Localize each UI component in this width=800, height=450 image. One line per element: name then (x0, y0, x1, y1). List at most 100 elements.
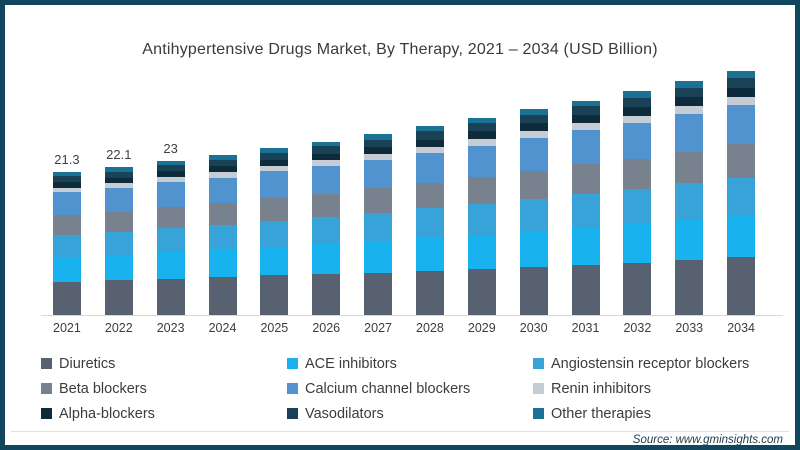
legend-label: Vasodilators (305, 405, 384, 422)
bar-segment (571, 130, 600, 165)
bar-segment (415, 126, 444, 132)
legend-label: ACE inhibitors (305, 355, 397, 372)
bar-segment (675, 81, 704, 88)
stacked-bar (415, 126, 444, 315)
bar-segment (727, 77, 756, 88)
bar-segment (156, 207, 185, 228)
stacked-bar (208, 154, 237, 315)
bar-column (352, 65, 404, 315)
bar-segment (519, 131, 548, 139)
x-axis-label: 2034 (727, 321, 755, 335)
bar-segment (52, 182, 81, 188)
bar-segment (208, 249, 237, 278)
bar-segment (467, 145, 496, 178)
stacked-bar (260, 148, 289, 315)
x-axis-label: 2027 (364, 321, 392, 335)
bar-segment (571, 100, 600, 107)
x-axis-label: 2021 (53, 321, 81, 335)
bar-segment (104, 183, 133, 189)
chart-title: Antihypertensive Drugs Market, By Therap… (142, 41, 658, 58)
bar-segment (208, 154, 237, 160)
bar-segment (415, 146, 444, 153)
bar-segment (571, 193, 600, 228)
legend-label: Angiostensin receptor blockers (551, 355, 750, 372)
bar-segment (467, 131, 496, 139)
legend-label: Alpha-blockers (59, 405, 155, 422)
bar-segment (727, 105, 756, 145)
bar-segment (623, 262, 652, 315)
stacked-bar (675, 81, 704, 315)
bar-segment (364, 139, 393, 147)
bar-segment (415, 183, 444, 209)
bar-segment (260, 148, 289, 153)
x-axis-label: 2025 (260, 321, 289, 335)
bar-segment (104, 280, 133, 315)
bar-segment (675, 97, 704, 106)
x-axis-label: 2030 (519, 321, 548, 335)
bar-segment (571, 227, 600, 265)
legend-swatch-icon (533, 358, 544, 369)
bar-segment (52, 176, 81, 183)
bar-segment (104, 231, 133, 255)
legend-item: Angiostensin receptor blockers (533, 356, 779, 372)
bar-column: 22.1 (93, 65, 145, 315)
bar-segment (156, 160, 185, 165)
bar-column (611, 65, 663, 315)
x-axis-labels: 2021 2022 2023 2024 2025 2026 2027 2028 2029 2030… (41, 321, 767, 335)
bar-column (300, 65, 352, 315)
bar-segment (52, 281, 81, 315)
bar-segment (260, 246, 289, 276)
bar-segment (675, 106, 704, 115)
bar-segment (675, 87, 704, 98)
bar-segment (675, 114, 704, 152)
stacked-bar (519, 109, 548, 315)
stacked-bar (156, 160, 185, 315)
bar-segment (364, 188, 393, 214)
bar-segment (571, 114, 600, 123)
bar-segment (519, 109, 548, 115)
bar-segment (467, 118, 496, 124)
bar-segment (675, 183, 704, 220)
legend-swatch-icon (533, 383, 544, 394)
bar-column (560, 65, 612, 315)
bar-segment (104, 188, 133, 212)
bar-segment (156, 164, 185, 171)
legend: Diuretics ACE inhibitors Angiostensin rece… (41, 351, 779, 426)
bar-segment (519, 231, 548, 267)
bar-segment (156, 278, 185, 315)
bar-segment (623, 97, 652, 108)
bar-segment (156, 252, 185, 279)
bar-segment (675, 151, 704, 184)
bar-segment (364, 134, 393, 140)
bar-total-label: 22.1 (106, 147, 132, 162)
bar-segment (312, 244, 341, 275)
bar-segment (571, 122, 600, 131)
bar-segment (260, 275, 289, 315)
bar-segment (519, 138, 548, 171)
bar-segment (675, 260, 704, 315)
bar-segment (52, 172, 81, 177)
bar-segment (519, 114, 548, 124)
bar-segment (364, 272, 393, 315)
bar-segment (260, 165, 289, 171)
bar-segment (260, 171, 289, 198)
bar-segment (415, 131, 444, 140)
legend-swatch-icon (287, 408, 298, 419)
x-axis-label: 2026 (312, 321, 341, 335)
bar-segment (415, 208, 444, 238)
bar-segment (208, 172, 237, 178)
stacked-bar (467, 118, 496, 315)
bar-segment (364, 213, 393, 242)
stacked-bar (104, 167, 133, 315)
bar-segment (415, 270, 444, 315)
legend-label: Beta blockers (59, 380, 147, 397)
bar-segment (519, 266, 548, 315)
bar-segment (727, 177, 756, 216)
bar-segment (312, 141, 341, 147)
plot-area: 21.3 22.1 23 (41, 65, 767, 315)
legend-item: Calcium channel blockers (287, 381, 533, 397)
legend-label: Other therapies (551, 405, 651, 422)
bar-segment (208, 277, 237, 315)
legend-swatch-icon (41, 358, 52, 369)
